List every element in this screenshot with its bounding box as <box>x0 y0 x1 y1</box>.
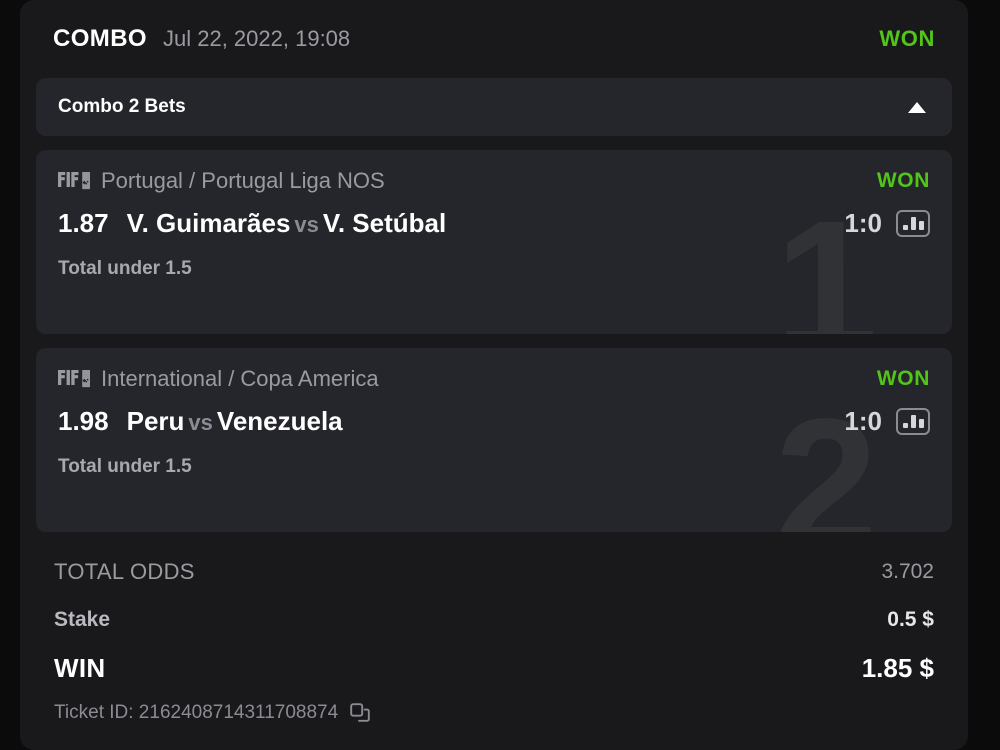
stake-value: 0.5 $ <box>887 608 934 631</box>
bet-odd: 1.87 <box>58 208 109 238</box>
bet-score-group: 1:0 <box>844 406 930 437</box>
home-team: V. Guimarães <box>126 208 291 238</box>
vs-separator: vs <box>188 410 213 435</box>
bet-odd: 1.98 <box>58 406 109 436</box>
win-row: WIN 1.85 $ <box>54 644 934 692</box>
bet-market: Total under 1.5 <box>58 456 192 477</box>
league-name: International / Copa America <box>101 366 379 391</box>
bar-3 <box>918 221 924 230</box>
bet-status-badge: WON <box>876 367 930 390</box>
caret-up-glyph <box>908 101 926 113</box>
bar-1 <box>902 423 908 428</box>
vs-separator: vs <box>294 212 319 237</box>
home-team: Peru <box>126 406 185 436</box>
bet-teams: Peru vs Venezuela <box>127 406 343 437</box>
combo-title: Combo 2 Bets <box>58 96 186 117</box>
bet-match-row: 1.87 V. Guimarães vs V. Setúbal 1:0 <box>58 208 930 239</box>
league-name: Portugal / Portugal Liga NOS <box>101 168 385 193</box>
match-score: 1:0 <box>844 208 882 238</box>
slip-type-label: COMBO <box>53 25 147 52</box>
bar-1 <box>902 225 908 230</box>
bar-chart-icon[interactable] <box>896 210 930 237</box>
slip-date: Jul 22, 2022, 19:08 <box>163 26 351 51</box>
bet-teams: V. Guimarães vs V. Setúbal <box>127 208 447 239</box>
bet-card[interactable]: 1 <box>36 150 952 334</box>
bet-status-badge: WON <box>876 169 930 192</box>
ticket-id-row: Ticket ID: 2162408714311708874 <box>54 702 934 724</box>
bet-market: Total under 1.5 <box>58 258 192 279</box>
bet-score-group: 1:0 <box>844 208 930 239</box>
bet-league-row: Portugal / Portugal Liga NOS WON <box>58 168 930 194</box>
win-value: 1.85 $ <box>861 652 934 683</box>
betslip-summary: TOTAL ODDS 3.702 Stake 0.5 $ WIN 1.85 $ … <box>36 532 952 724</box>
total-odds-row: TOTAL ODDS 3.702 <box>54 548 934 596</box>
away-team: Venezuela <box>216 406 343 436</box>
slip-status-badge: WON <box>879 26 935 51</box>
total-odds-label: TOTAL ODDS <box>54 559 195 584</box>
ticket-id-label: Ticket ID: 2162408714311708874 <box>54 702 339 723</box>
fifa-icon <box>58 368 90 390</box>
stake-row: Stake 0.5 $ <box>54 596 934 644</box>
bar-2 <box>910 217 916 230</box>
away-team: V. Setúbal <box>322 208 447 238</box>
copy-icon[interactable] <box>350 703 370 723</box>
win-label: WIN <box>54 652 106 683</box>
bar-chart-icon[interactable] <box>896 408 930 435</box>
bar-3 <box>918 419 924 428</box>
caret-up-icon[interactable] <box>904 94 930 120</box>
total-odds-value: 3.702 <box>881 560 934 583</box>
bet-card[interactable]: 2 <box>36 348 952 532</box>
match-score: 1:0 <box>844 406 882 436</box>
bet-match-row: 1.98 Peru vs Venezuela 1:0 <box>58 406 930 437</box>
bar-2 <box>910 415 916 428</box>
betslip-header: COMBO Jul 22, 2022, 19:08 WON <box>36 0 952 78</box>
stake-label: Stake <box>54 608 111 631</box>
betslip-container: COMBO Jul 22, 2022, 19:08 WON Combo 2 Be… <box>20 0 968 750</box>
combo-section-header[interactable]: Combo 2 Bets <box>36 78 952 136</box>
bet-league-row: International / Copa America WON <box>58 366 930 392</box>
fifa-icon <box>58 170 90 192</box>
